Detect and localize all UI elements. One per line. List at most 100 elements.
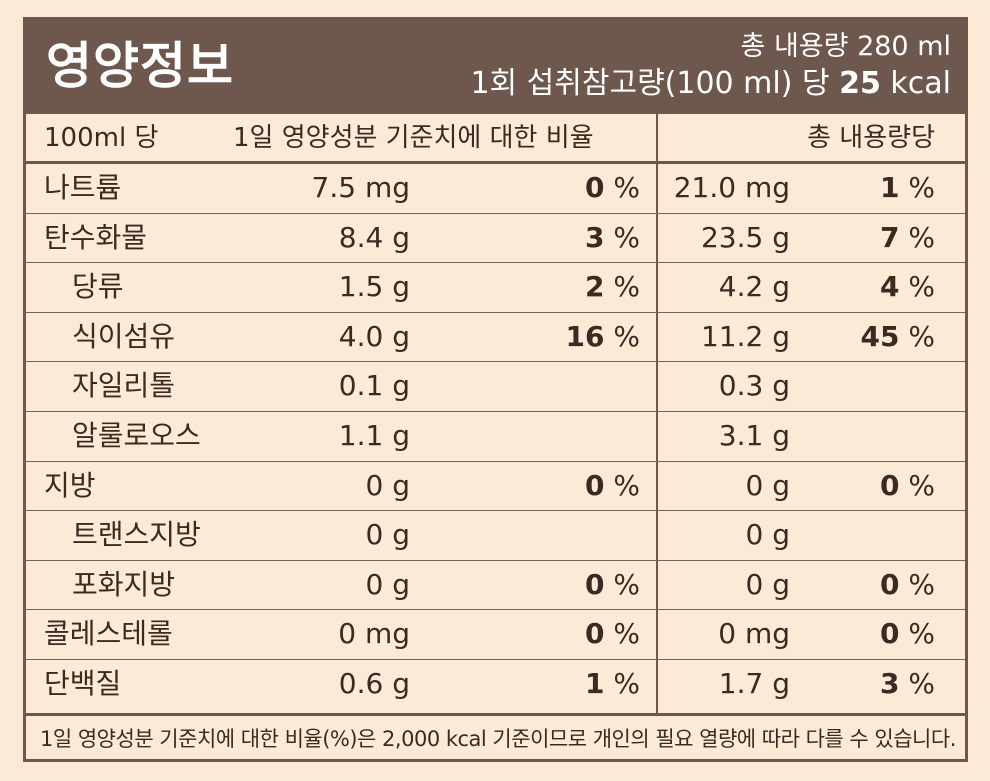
percent-value: 0 [585,567,605,601]
nutrient-name: 포화지방 [72,567,176,601]
percent-value: 2 [585,270,605,304]
percent-value: 7 [880,220,900,254]
percent-value: 16 [565,319,605,353]
percent-sign: % [604,270,640,304]
daily-percent-total: 0 % [880,462,935,510]
daily-percent-per-100ml: 0 % [585,164,640,212]
col-daily-ratio: 1일 영양성분 기준치에 대한 비율 [233,123,594,153]
percent-value: 0 [880,617,900,651]
nutrient-row: 나트륨 7.5 mg 0 % 21.0 mg 1 % [26,164,965,214]
percent-value: 0 [585,171,605,204]
nutrient-row: 포화지방 0 g 0 % 0 g 0 % [26,561,965,611]
amount-total-content: 11.2 g [700,319,790,353]
amount-per-100ml: 0.1 g [338,369,410,403]
nutrient-name: 알룰로오스 [72,418,201,452]
serving-kcal-unit: kcal [880,66,951,101]
amount-per-100ml: 0 g [365,567,411,601]
daily-percent-total: 45 % [861,313,935,361]
percent-sign: % [899,468,935,502]
amount-total-content: 0 g [745,518,791,552]
amount-total-content: 21.0 mg [673,171,790,204]
percent-value: 3 [880,666,900,700]
amount-per-100ml: 0.6 g [338,666,410,700]
amount-total-content: 3.1 g [718,418,790,452]
percent-value: 0 [585,617,605,651]
nutrient-row: 자일리톨 0.1 g 0.3 g [26,362,965,412]
amount-per-100ml: 7.5 mg [311,171,410,204]
serving-kcal-value: 25 [839,66,881,101]
nutrient-name: 당류 [72,270,124,304]
daily-percent-total: 4 % [880,263,935,311]
amount-per-100ml: 0 g [365,518,411,552]
percent-value: 4 [880,270,900,304]
percent-sign: % [899,319,935,353]
nutrient-name: 식이섬유 [72,319,176,353]
percent-sign: % [899,171,935,204]
daily-percent-per-100ml: 0 % [585,561,640,609]
daily-percent-total: 1 % [880,164,935,212]
nutrient-name: 나트륨 [44,171,122,204]
daily-percent-per-100ml: 2 % [585,263,640,311]
percent-sign: % [604,567,640,601]
amount-per-100ml: 0 mg [338,617,410,651]
amount-total-content: 1.7 g [718,666,790,700]
nutrient-row: 트랜스지방 0 g 0 g [26,511,965,561]
amount-total-content: 0 g [745,567,791,601]
serving-calories: 1회 섭취참고량(100 ml) 당 25 kcal [470,64,951,104]
nutrient-name: 콜레스테롤 [44,617,173,651]
footnote: 1일 영양성분 기준치에 대한 비율(%)은 2,000 kcal 기준이므로 … [26,713,965,762]
percent-value: 0 [880,567,900,601]
amount-per-100ml: 4.0 g [338,319,410,353]
daily-percent-total: 0 % [880,610,935,658]
daily-percent-total: 7 % [880,214,935,262]
amount-total-content: 23.5 g [700,220,790,254]
amount-per-100ml: 8.4 g [338,220,410,254]
percent-value: 1 [880,171,900,204]
percent-value: 45 [860,319,900,353]
percent-value: 0 [585,468,605,502]
amount-per-100ml: 1.1 g [338,418,410,452]
percent-sign: % [604,319,640,353]
percent-sign: % [604,220,640,254]
percent-sign: % [604,617,640,651]
amount-per-100ml: 1.5 g [338,270,410,304]
column-divider [656,114,658,716]
nutrient-row: 단백질 0.6 g 1 % 1.7 g 3 % [26,660,965,709]
col-total-content: 총 내용량당 [807,123,935,153]
percent-sign: % [899,270,935,304]
nutrient-row: 탄수화물 8.4 g 3 % 23.5 g 7 % [26,214,965,264]
amount-total-content: 0.3 g [718,369,790,403]
percent-value: 0 [880,468,900,502]
percent-sign: % [604,468,640,502]
nutrition-facts-panel: 영양정보 총 내용량 280 ml 1회 섭취참고량(100 ml) 당 25 … [23,17,968,762]
percent-sign: % [899,666,935,700]
amount-total-content: 0 g [745,468,791,502]
percent-sign: % [899,567,935,601]
panel-title: 영양정보 [46,37,234,95]
serving-prefix: 1회 섭취참고량(100 ml) 당 [470,66,840,101]
nutrient-name: 트랜스지방 [72,518,201,552]
nutrient-name: 탄수화물 [44,220,148,254]
daily-percent-per-100ml: 1 % [585,660,640,708]
total-content-label: 총 내용량 280 ml [740,31,951,62]
column-header-row: 100ml 당 1일 영양성분 기준치에 대한 비율 총 내용량당 [26,114,965,164]
amount-per-100ml: 0 g [365,468,411,502]
nutrient-row: 식이섬유 4.0 g 16 % 11.2 g 45 % [26,313,965,363]
serving-info: 총 내용량 280 ml 1회 섭취참고량(100 ml) 당 25 kcal [470,30,951,104]
percent-value: 3 [585,220,605,254]
percent-value: 1 [585,666,605,700]
nutrient-name: 자일리톨 [72,369,176,403]
nutrient-rows: 나트륨 7.5 mg 0 % 21.0 mg 1 % 탄수화물 8.4 g 3 % 23.5 g… [26,164,965,709]
nutrient-row: 알룰로오스 1.1 g 3.1 g [26,412,965,462]
nutrient-name: 지방 [44,468,96,502]
daily-percent-per-100ml: 0 % [585,462,640,510]
percent-sign: % [604,171,640,204]
nutrient-row: 당류 1.5 g 2 % 4.2 g 4 % [26,263,965,313]
amount-total-content: 4.2 g [718,270,790,304]
daily-percent-per-100ml: 16 % [566,313,640,361]
amount-total-content: 0 mg [718,617,790,651]
percent-sign: % [899,617,935,651]
nutrient-row: 지방 0 g 0 % 0 g 0 % [26,462,965,512]
daily-percent-per-100ml: 3 % [585,214,640,262]
header-bar: 영양정보 총 내용량 280 ml 1회 섭취참고량(100 ml) 당 25 … [26,20,965,114]
